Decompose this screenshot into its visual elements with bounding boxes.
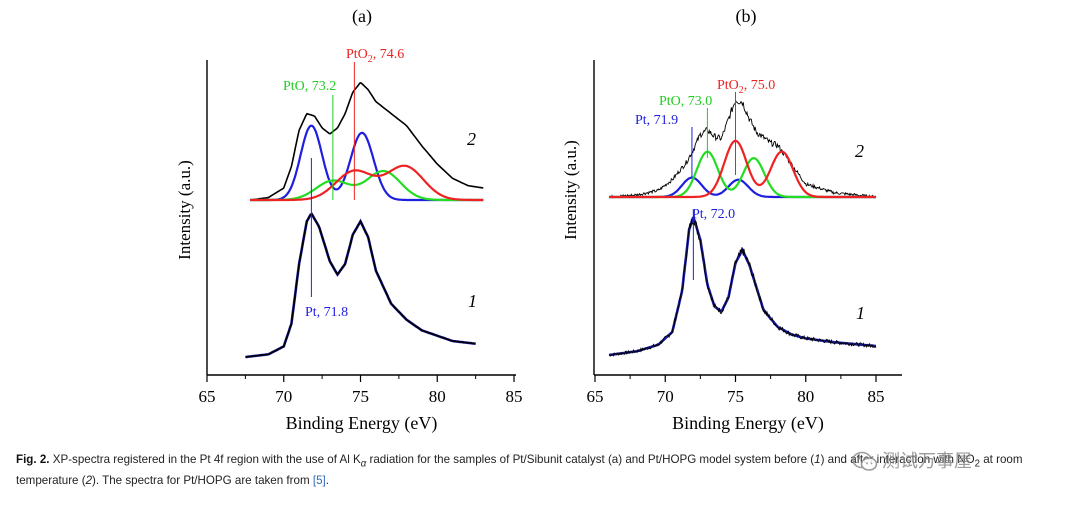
peak-label-main: PtO	[717, 78, 739, 93]
caption-sub-2: 2	[974, 458, 980, 470]
spectrum-curve-2	[249, 81, 484, 201]
peak-label-value: , 74.6	[373, 47, 405, 62]
curve-number-label-2: 2	[467, 129, 476, 149]
watermark: 测试万事屋	[852, 447, 972, 475]
x-axis-label: Binding Energy (eV)	[672, 413, 824, 434]
spectrum-curve-1	[245, 213, 476, 358]
figure: 65 70 75 80 85 (a) Binding Energy (eV) Intensit…	[175, 6, 902, 434]
panel-b: 65 70 75 80 85 (b) Binding Energy (eV) Intensit…	[561, 6, 902, 434]
spectrum-curve-1	[608, 219, 877, 357]
caption-reference-link[interactable]: [5]	[312, 474, 326, 488]
panel-a: 65 70 75 80 85 (a) Binding Energy (eV) Intensit…	[175, 6, 523, 434]
x-tick-label: 80	[429, 387, 446, 406]
fit-envelope-curve-1	[245, 212, 476, 359]
panel-title: (a)	[352, 6, 372, 27]
x-tick-label: 65	[199, 387, 216, 406]
x-tick-label: 80	[797, 387, 814, 406]
x-axis-label: Binding Energy (eV)	[286, 413, 438, 434]
x-tick-label: 75	[352, 387, 369, 406]
component-fit-pt	[250, 124, 484, 202]
peak-label: PtO, 73.0	[659, 94, 712, 109]
caption-text-6: .	[325, 474, 329, 488]
x-tick-label: 65	[587, 387, 604, 406]
caption-alpha: α	[360, 458, 367, 470]
watermark-text: 测试万事屋	[882, 451, 972, 472]
peak-label: PtO2, 74.6	[346, 47, 404, 65]
peak-label: Pt, 71.8	[305, 305, 348, 320]
peak-label-subscript: 2	[739, 85, 744, 96]
peak-label-main: PtO	[346, 47, 368, 62]
y-axis-label: Intensity (a.u.)	[561, 140, 580, 240]
spectrum-curve-2	[608, 100, 877, 199]
x-tick-label: 70	[275, 387, 292, 406]
curve-number-label-2: 2	[855, 141, 864, 161]
component-fit-pto2	[250, 164, 484, 202]
curve-number-label-1: 1	[468, 291, 477, 311]
caption-num-2: 2	[85, 474, 93, 488]
curve-number-label-1: 1	[856, 303, 865, 323]
peak-label: PtO, 73.2	[283, 79, 336, 94]
panel-title: (b)	[736, 6, 757, 27]
component-fit-pt	[609, 176, 876, 199]
x-tick-label: 85	[506, 387, 523, 406]
caption-text-3: ) and after interaction with NO	[820, 453, 975, 466]
caption-text-5: ). The spectra for Pt/HOPG are taken fro…	[92, 474, 313, 488]
x-tick-label: 75	[727, 387, 744, 406]
caption-text-2: radiation for the samples of Pt/Sibunit …	[366, 453, 815, 466]
peak-label-subscript: 2	[368, 54, 373, 65]
component-fit-pto	[609, 150, 876, 199]
x-tick-label: 70	[657, 387, 674, 406]
peak-label-value: , 75.0	[744, 78, 776, 93]
figure-caption: Fig. 2. XP-spectra registered in the Pt …	[16, 451, 1066, 489]
caption-text-4: at room temperature (	[16, 453, 1023, 488]
x-tick-label: 85	[868, 387, 885, 406]
wechat-icon	[852, 451, 878, 471]
caption-num-1: 1	[814, 453, 821, 466]
caption-text-1: XP-spectra registered in the Pt 4f regio…	[49, 453, 361, 466]
component-fit-pto2	[609, 139, 876, 199]
peak-label: Pt, 72.0	[692, 207, 735, 222]
peak-label: PtO2, 75.0	[717, 78, 775, 96]
y-axis-label: Intensity (a.u.)	[175, 160, 194, 260]
caption-label: Fig. 2.	[16, 453, 50, 466]
fit-envelope-curve-1	[608, 215, 876, 357]
peak-label: Pt, 71.9	[635, 113, 678, 128]
